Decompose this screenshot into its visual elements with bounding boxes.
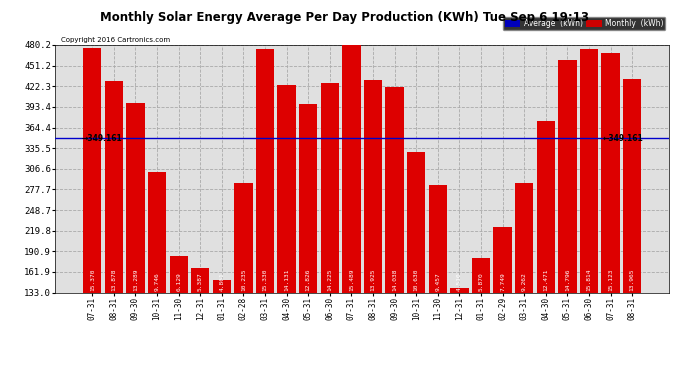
Text: 13.289: 13.289 (133, 268, 138, 291)
Text: 10.235: 10.235 (241, 268, 246, 291)
Text: 9.457: 9.457 (435, 272, 440, 291)
Text: 10.630: 10.630 (414, 268, 419, 291)
Text: 4.861: 4.861 (219, 272, 224, 291)
Text: 14.796: 14.796 (565, 268, 570, 291)
Text: 12.826: 12.826 (306, 268, 310, 291)
Text: 7.749: 7.749 (500, 272, 505, 291)
Bar (148, 172, 166, 375)
Bar (493, 227, 512, 375)
Text: 9.746: 9.746 (155, 272, 159, 291)
Bar (342, 45, 361, 375)
Text: 13.965: 13.965 (630, 268, 635, 291)
Text: 12.471: 12.471 (543, 268, 549, 291)
Bar (451, 288, 469, 375)
Bar (428, 185, 447, 375)
Text: 14.038: 14.038 (392, 268, 397, 291)
Bar (299, 104, 317, 375)
Legend: Average  (kWh), Monthly  (kWh): Average (kWh), Monthly (kWh) (503, 16, 665, 30)
Bar (126, 103, 145, 375)
Bar (472, 258, 490, 375)
Text: 15.370: 15.370 (90, 268, 95, 291)
Text: 4.510: 4.510 (457, 272, 462, 291)
Text: 15.123: 15.123 (608, 268, 613, 291)
Bar (83, 48, 101, 375)
Text: 5.387: 5.387 (198, 272, 203, 291)
Text: 15.814: 15.814 (586, 268, 591, 291)
Bar (213, 280, 231, 375)
Bar (170, 256, 188, 375)
Bar (386, 87, 404, 375)
Bar (515, 183, 533, 375)
Text: 6.129: 6.129 (176, 272, 181, 291)
Bar (537, 121, 555, 375)
Bar (602, 53, 620, 375)
Bar (623, 79, 642, 375)
Text: 15.489: 15.489 (349, 268, 354, 291)
Text: 9.262: 9.262 (522, 272, 526, 291)
Text: 13.925: 13.925 (371, 268, 375, 291)
Bar (558, 60, 577, 375)
Text: 14.131: 14.131 (284, 268, 289, 291)
Text: 14.225: 14.225 (327, 268, 333, 291)
Bar (407, 152, 426, 375)
Bar (580, 49, 598, 375)
Bar (105, 81, 123, 375)
Text: ←349.161: ←349.161 (602, 134, 643, 143)
Text: 5.870: 5.870 (479, 272, 484, 291)
Text: 13.878: 13.878 (111, 268, 117, 291)
Text: Copyright 2016 Cartronics.com: Copyright 2016 Cartronics.com (61, 36, 170, 42)
Bar (256, 48, 274, 375)
Bar (277, 85, 296, 375)
Text: Monthly Solar Energy Average Per Day Production (KWh) Tue Sep 6 19:13: Monthly Solar Energy Average Per Day Pro… (101, 11, 589, 24)
Bar (235, 183, 253, 375)
Bar (321, 83, 339, 375)
Text: →349.161: →349.161 (81, 134, 122, 143)
Text: 15.330: 15.330 (263, 268, 268, 291)
Bar (364, 80, 382, 375)
Bar (191, 268, 210, 375)
